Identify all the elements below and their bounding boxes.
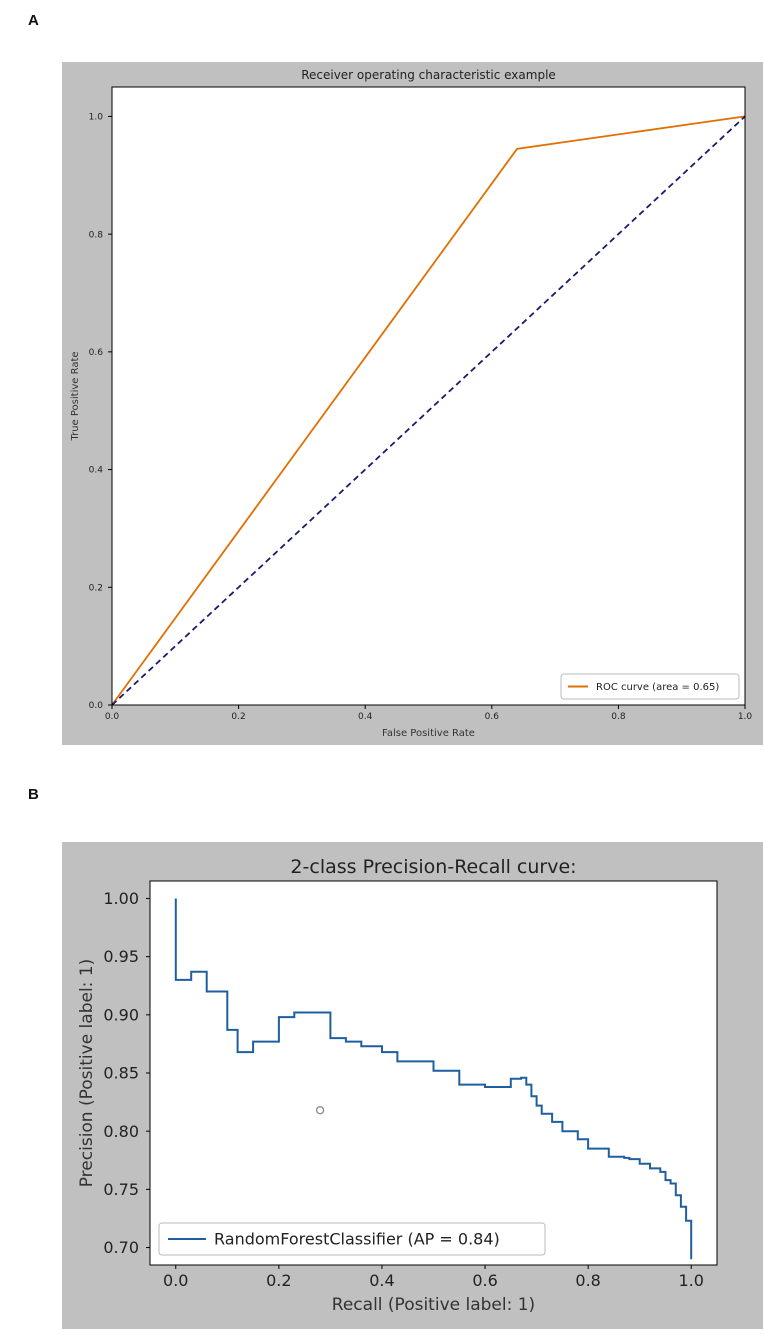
- pr-ytick-label: 0.75: [103, 1180, 139, 1199]
- pr-ytick-label: 0.70: [103, 1238, 139, 1257]
- pr-title: 2-class Precision-Recall curve:: [290, 856, 576, 878]
- roc-plot-frame: [111, 86, 746, 706]
- roc-ylabel: True Positive Rate: [70, 351, 81, 441]
- pr-ytick-label: 0.85: [103, 1064, 139, 1083]
- roc-xtick-label: 0.2: [231, 712, 245, 722]
- roc-ytick-label: 0.8: [89, 230, 104, 240]
- roc-ytick-label: 0.4: [89, 466, 104, 476]
- roc-xtick-label: 0.6: [485, 712, 500, 722]
- pr-chart: 2-class Precision-Recall curve: 0.0 0.2 0.4…: [62, 842, 763, 1329]
- pr-plot-area: [150, 881, 717, 1265]
- roc-xtick-label: 0.4: [358, 712, 373, 722]
- roc-xtick-label: 1.0: [738, 712, 753, 722]
- roc-series-curve: [111, 115, 746, 706]
- roc-xtick-label: 0.8: [611, 712, 626, 722]
- roc-xtick-label: 0.0: [105, 712, 120, 722]
- roc-legend-box: [560, 673, 740, 700]
- pr-ytick-label: 1.00: [103, 889, 139, 908]
- pr-ytick-label: 0.90: [103, 1005, 139, 1024]
- roc-ytick-label: 0.2: [89, 583, 103, 593]
- roc-title: Receiver operating characteristic exampl…: [301, 68, 556, 82]
- pr-xtick-label: 0.6: [472, 1271, 497, 1290]
- roc-series-chance-line: [111, 115, 746, 706]
- pr-xtick-label: 1.0: [679, 1271, 704, 1290]
- pr-ytick-label: 0.80: [103, 1122, 139, 1141]
- pr-xtick-label: 0.0: [163, 1271, 188, 1290]
- roc-plot-area: [112, 87, 745, 705]
- roc-ytick-label: 0.0: [89, 701, 104, 711]
- panel-label-b: B: [28, 786, 39, 803]
- pr-plot-frame: [149, 880, 718, 1266]
- pr-ylabel: Precision (Positive label: 1): [77, 959, 97, 1188]
- roc-legend: ROC curve (area = 0.65): [560, 673, 740, 700]
- roc-chart: Receiver operating characteristic exampl…: [62, 62, 763, 745]
- roc-xlabel: False Positive Rate: [382, 728, 475, 739]
- panel-label-a: A: [28, 12, 39, 29]
- roc-ytick-label: 0.6: [89, 348, 104, 358]
- pr-legend-label: RandomForestClassifier (AP = 0.84): [214, 1230, 500, 1249]
- roc-legend-label: ROC curve (area = 0.65): [596, 682, 719, 693]
- pr-marker-point: [315, 1106, 325, 1115]
- pr-xlabel: Recall (Positive label: 1): [332, 1295, 535, 1315]
- pr-legend: RandomForestClassifier (AP = 0.84): [158, 1222, 546, 1256]
- pr-series-curve: [174, 898, 693, 1260]
- pr-ytick-label: 0.95: [103, 947, 139, 966]
- roc-ytick-label: 1.0: [89, 113, 104, 123]
- pr-legend-box: [158, 1222, 546, 1256]
- pr-xtick-label: 0.4: [369, 1271, 394, 1290]
- pr-xtick-label: 0.8: [575, 1271, 600, 1290]
- pr-xtick-label: 0.2: [266, 1271, 291, 1290]
